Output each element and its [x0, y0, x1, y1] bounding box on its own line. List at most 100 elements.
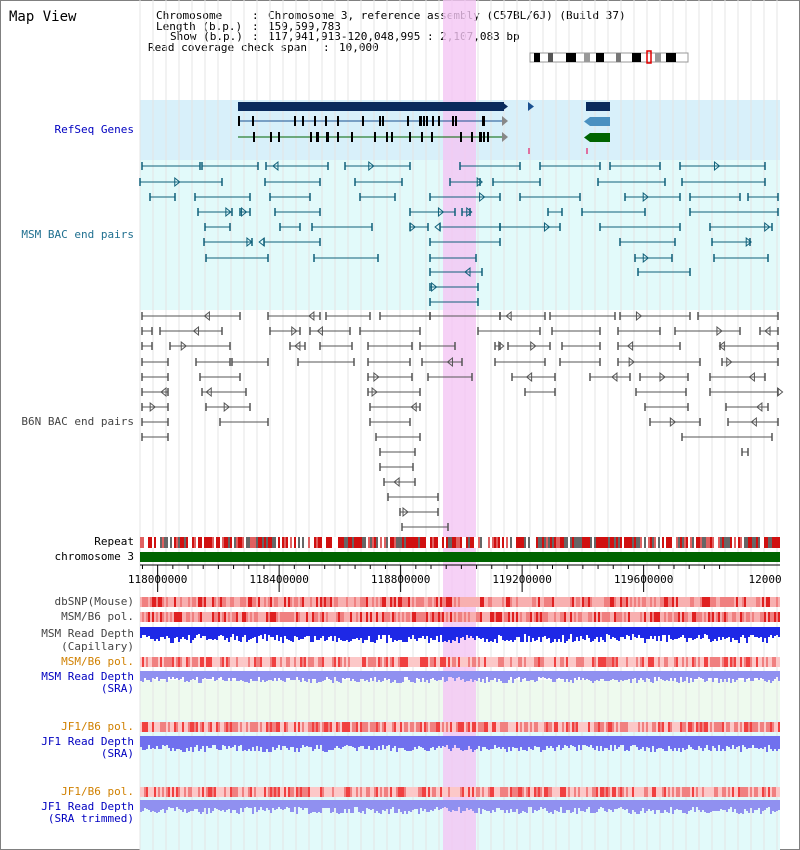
depth-bar [154, 671, 156, 679]
heat-cell [420, 612, 422, 622]
label-b6n-bac[interactable]: B6N BAC end pairs [21, 415, 134, 428]
repeat-element [364, 537, 366, 548]
ideogram-position-marker[interactable] [646, 50, 652, 64]
depth-bar [438, 627, 440, 642]
heat-cell [350, 787, 352, 797]
heat-cell [248, 657, 250, 667]
heat-cell [598, 657, 600, 667]
depth-bar [148, 736, 150, 745]
heat-cell [648, 787, 650, 797]
heat-cell [386, 597, 388, 607]
depth-bar [728, 800, 730, 809]
heat-cell [498, 612, 500, 622]
heat-cell [664, 722, 666, 732]
label-refseq-genes[interactable]: RefSeq Genes [54, 123, 134, 136]
heat-cell [420, 597, 422, 607]
depth-bar [776, 627, 778, 635]
depth-bar [160, 800, 162, 810]
heat-cell [234, 722, 236, 732]
chromosome-ideogram[interactable] [529, 50, 689, 64]
depth-bar [762, 800, 764, 811]
heat-cell [540, 787, 542, 797]
depth-bar [314, 800, 316, 812]
depth-bar [750, 627, 752, 635]
depth-bar [712, 800, 714, 811]
depth-bar [646, 800, 648, 811]
heat-cell [626, 787, 628, 797]
depth-bar [670, 736, 672, 749]
heat-cell [320, 787, 322, 797]
b6n-bac-pair-arrow [160, 386, 167, 398]
heat-cell [178, 787, 180, 797]
heat-cell [646, 722, 648, 732]
depth-bar [486, 736, 488, 749]
heat-cell [470, 597, 472, 607]
heat-cell [292, 722, 294, 732]
heat-cell [204, 612, 206, 622]
depth-bar [430, 627, 432, 638]
msm-bac-pair-arrow [479, 191, 486, 203]
heat-cell [436, 657, 438, 667]
heat-cell [496, 787, 498, 797]
heat-cell [510, 657, 512, 667]
heat-cell [150, 597, 152, 607]
depth-bar [460, 627, 462, 638]
heat-cell [396, 612, 398, 622]
depth-bar [694, 627, 696, 639]
heat-cell [514, 657, 516, 667]
heat-cell [602, 657, 604, 667]
heat-cell [234, 597, 236, 607]
repeat-element [680, 537, 682, 548]
heat-cell [484, 597, 486, 607]
depth-bar [484, 800, 486, 810]
b6n-bac-pairs[interactable] [141, 310, 784, 531]
depth-bar [198, 736, 200, 751]
heat-cell [722, 722, 724, 732]
heat-cell [268, 787, 270, 797]
depth-bar [156, 671, 158, 677]
refseq-gene-block[interactable] [238, 102, 504, 111]
heat-cell [182, 722, 184, 732]
refseq-gene-block[interactable] [590, 133, 610, 142]
heat-cell [774, 612, 776, 622]
depth-bar [732, 800, 734, 812]
depth-bar [286, 736, 288, 748]
depth-bar [146, 627, 148, 637]
depth-bar [746, 671, 748, 679]
heat-cell [768, 597, 770, 607]
depth-bar [510, 736, 512, 751]
heat-cell [480, 657, 482, 667]
heat-cell [190, 657, 192, 667]
heat-cell [186, 597, 188, 607]
depth-bar [524, 671, 526, 678]
heat-cell [204, 787, 206, 797]
depth-bar [366, 627, 368, 640]
heat-cell [470, 787, 472, 797]
heat-cell [200, 787, 202, 797]
repeat-element [746, 537, 748, 548]
depth-bar [752, 800, 754, 813]
depth-bar [238, 800, 240, 814]
depth-bar [236, 800, 238, 813]
depth-bar [506, 736, 508, 752]
heat-cell [778, 612, 780, 622]
depth-bar [178, 671, 180, 680]
repeat-element [724, 537, 726, 548]
depth-bar [578, 800, 580, 808]
repeat-element [290, 537, 292, 548]
highlight-region[interactable] [443, 0, 476, 850]
refseq-gene-block[interactable] [590, 117, 610, 126]
heat-cell [766, 657, 768, 667]
refseq-gene-block[interactable] [586, 102, 610, 111]
heat-cell [650, 597, 652, 607]
heat-cell [608, 657, 610, 667]
depth-bar [304, 800, 306, 808]
refseq-genes[interactable] [238, 102, 610, 154]
heat-cell [180, 597, 182, 607]
repeat-element [556, 537, 558, 548]
depth-bar [500, 736, 502, 749]
heat-cell [462, 657, 464, 667]
depth-bar [288, 671, 290, 678]
msm-bac-pairs[interactable] [139, 160, 779, 306]
label-msm-bac[interactable]: MSM BAC end pairs [21, 228, 134, 241]
